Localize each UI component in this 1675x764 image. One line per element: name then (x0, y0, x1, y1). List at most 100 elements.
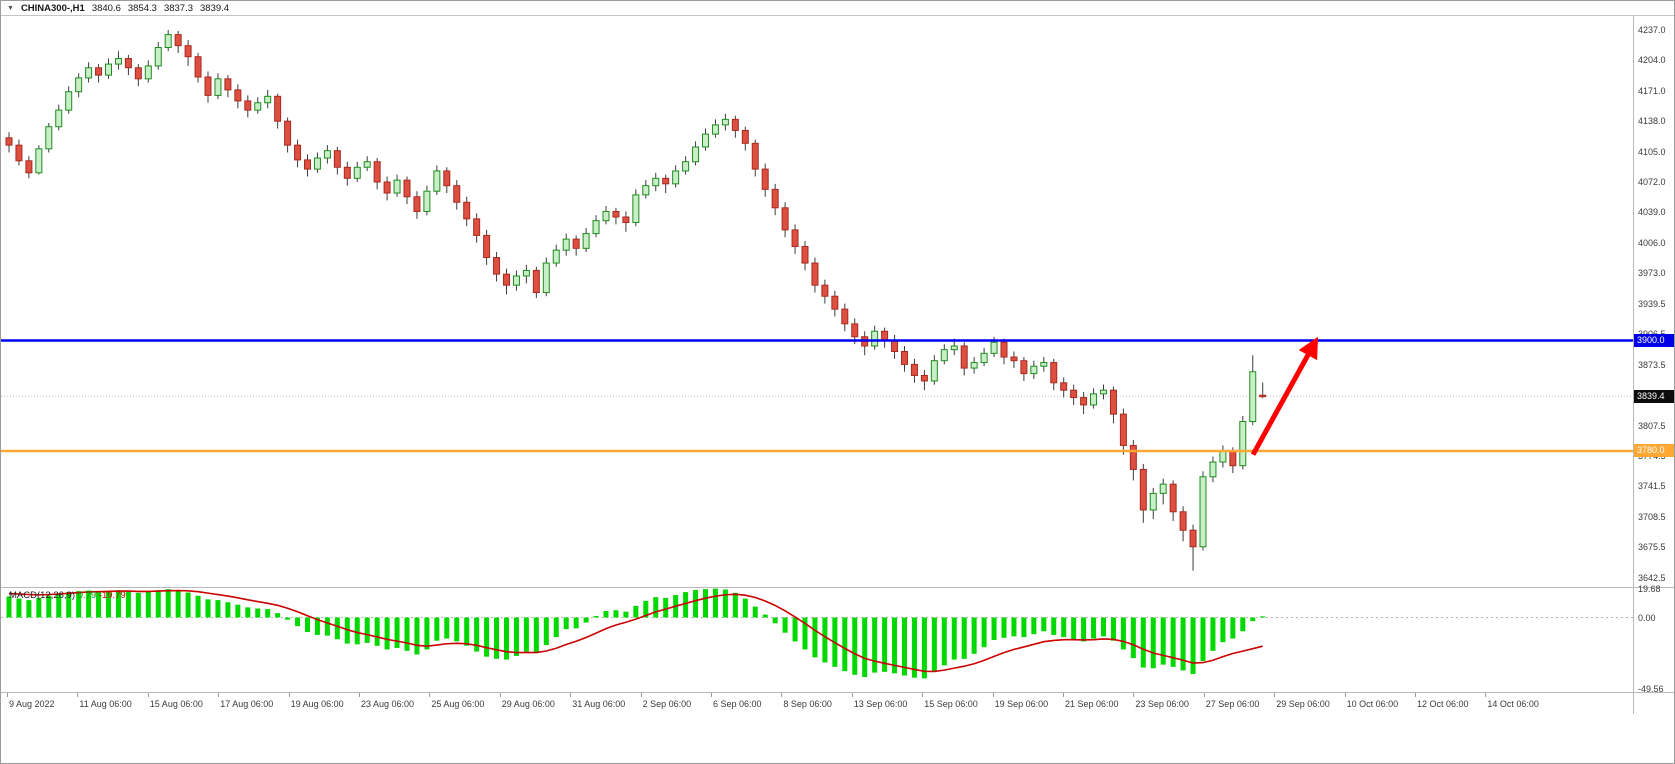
macd-bar (1051, 617, 1057, 635)
candle-down (1060, 382, 1068, 391)
time-label: 29 Sep 06:00 (1276, 699, 1330, 709)
candle-up (144, 65, 152, 80)
macd-panel-top-separator[interactable] (1, 587, 1674, 588)
macd-bar (1101, 617, 1106, 637)
macd-bar (703, 589, 708, 618)
macd-bar (245, 607, 251, 618)
macd-bar (693, 589, 699, 618)
candle-down (503, 273, 510, 286)
macd-bar (56, 593, 62, 618)
candle-down (1050, 362, 1058, 384)
support-price-label: 3780.0 (1634, 444, 1674, 458)
price-tick: 4138.0 (1638, 116, 1666, 127)
macd-bar (66, 592, 72, 618)
time-label: 21 Sep 06:00 (1065, 699, 1119, 709)
candle-down (1000, 341, 1008, 358)
time-tick-mark (1203, 693, 1205, 697)
macd-bar (563, 617, 569, 630)
candle-down (194, 56, 202, 78)
time-label: 8 Sep 06:00 (783, 699, 832, 709)
time-tick-mark (711, 693, 712, 697)
macd-bar (1130, 617, 1136, 659)
candle-up (1199, 476, 1207, 548)
price-tick: 3939.5 (1638, 299, 1666, 310)
macd-bar (1200, 617, 1206, 661)
macd-bar (842, 617, 848, 672)
resistance-price-label: 3900.0 (1634, 333, 1674, 347)
time-label: 17 Aug 06:00 (220, 699, 274, 709)
time-tick-mark (1485, 693, 1487, 697)
time-label: 19 Aug 06:00 (290, 699, 344, 709)
macd-bar (712, 588, 718, 618)
macd-bar (1160, 617, 1166, 665)
time-tick-mark (992, 693, 994, 697)
candle-down (1129, 444, 1137, 470)
candle-down (1070, 389, 1078, 399)
price-tick: 3873.5 (1638, 359, 1666, 370)
quote-low: 3837.3 (163, 2, 194, 14)
macd-bar (553, 617, 559, 638)
candle-up (980, 352, 988, 364)
macd-bar (513, 617, 519, 656)
candle-down (572, 238, 580, 249)
macd-bar (135, 592, 141, 618)
macd-bar (1150, 617, 1156, 669)
time-label: 6 Sep 06:00 (713, 699, 762, 709)
macd-bar (454, 617, 460, 642)
candle-down (901, 350, 908, 365)
candle-up (582, 233, 590, 249)
macd-bar (115, 590, 121, 618)
bid-price-label: 3839.4 (1634, 389, 1674, 403)
candle-up (75, 77, 83, 93)
candle-down (801, 245, 809, 264)
candle-up (154, 47, 162, 67)
time-tick-mark (1063, 693, 1064, 697)
candle-down (1109, 389, 1117, 415)
candle-down (622, 216, 630, 224)
macd-bar (931, 617, 937, 672)
macd-bar (981, 617, 987, 648)
candle-up (721, 118, 729, 126)
time-label: 11 Aug 06:00 (79, 699, 132, 709)
candle-up (55, 109, 63, 128)
candle-down (174, 34, 182, 47)
candle-down (741, 129, 749, 144)
candle-down (1080, 397, 1088, 406)
candle-up (702, 133, 709, 148)
candle-up (433, 170, 441, 192)
candle-down (1020, 360, 1028, 375)
macd-bar (1001, 617, 1007, 638)
candle-down (204, 76, 212, 96)
macd-bar (782, 617, 788, 633)
time-tick-mark (781, 693, 783, 697)
price-tick: 4039.0 (1638, 207, 1666, 218)
candle-up (264, 95, 272, 104)
macd-bar (1140, 617, 1146, 668)
macd-bar (1210, 617, 1216, 651)
candle-up (1040, 362, 1048, 367)
macd-bar (523, 617, 529, 652)
candle-up (35, 148, 43, 174)
symbol-dropdown-icon[interactable]: ▼ (7, 4, 14, 12)
macd-indicator-label: MACD(12,26,9) 0.79 -19.79 (9, 590, 126, 601)
macd-bar (1041, 617, 1047, 632)
candle-down (304, 159, 311, 170)
macd-bar (86, 590, 92, 618)
macd-bar (643, 600, 649, 618)
trend-arrow[interactable] (1250, 336, 1319, 456)
macd-bar (334, 617, 340, 640)
macd-bar (543, 617, 549, 646)
candle-up (1249, 371, 1257, 423)
candle-up (1100, 389, 1107, 395)
macd-bar (902, 617, 907, 676)
macd-bar (533, 617, 539, 654)
candle-down (483, 234, 491, 259)
time-tick-mark (499, 693, 501, 697)
price-tick: 4204.0 (1638, 55, 1666, 66)
macd-bar (792, 617, 798, 642)
price-axis-separator (1633, 16, 1634, 714)
macd-bar (951, 617, 957, 660)
candle-up (1090, 393, 1098, 406)
